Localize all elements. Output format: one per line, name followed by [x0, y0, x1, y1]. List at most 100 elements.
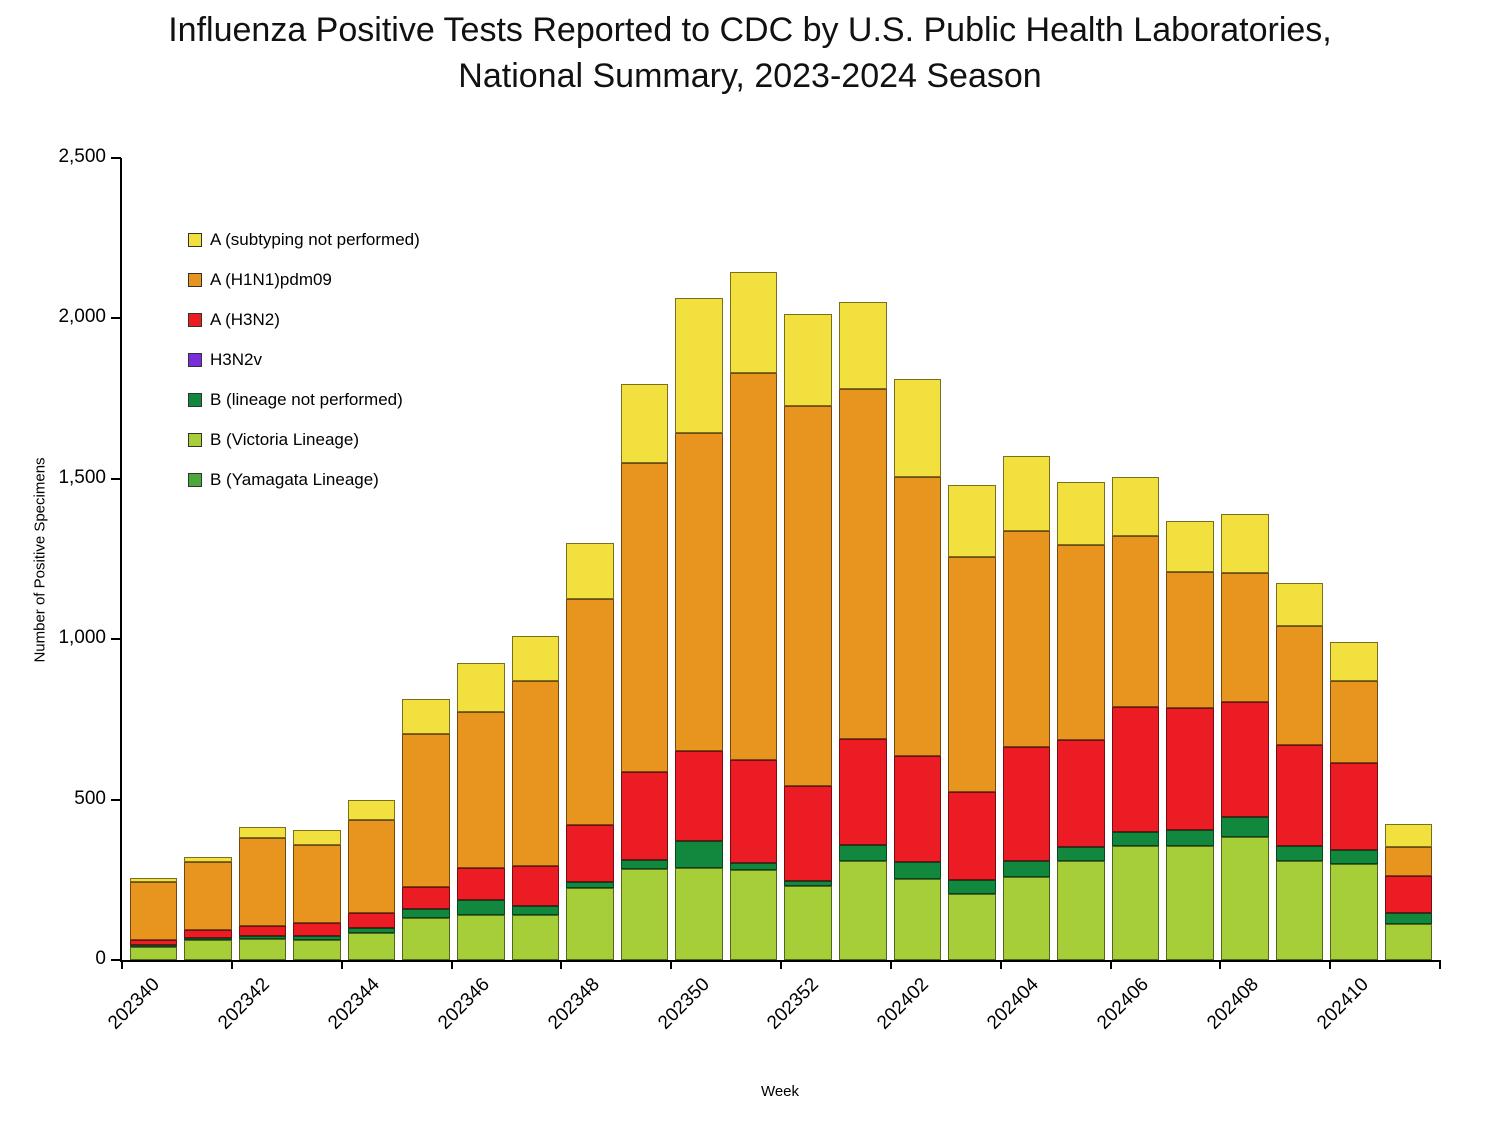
y-tick-mark [111, 157, 121, 159]
segment-a-h3n2 [456, 867, 505, 900]
bar-202402 [893, 158, 942, 960]
segment-a-h1n1 [1330, 680, 1378, 763]
segment-b-lineage-not-performed [566, 882, 614, 888]
bar-202349 [620, 158, 669, 960]
segment-a-h1n1 [456, 712, 505, 868]
y-tick-label: 1,000 [58, 627, 106, 649]
bar-202406 [1111, 158, 1160, 960]
x-tick-mark [450, 960, 453, 969]
segment-b-lineage-not-performed [238, 935, 287, 940]
segment-a-h3n2 [1275, 745, 1324, 847]
segment-b-lineage-not-performed [1384, 912, 1433, 924]
y-tick-mark [111, 317, 121, 320]
x-tick-label-202352: 202352 [763, 974, 824, 1034]
segment-a-h1n1 [566, 599, 614, 826]
x-tick-label-202342: 202342 [214, 974, 275, 1034]
chart-title-line2: National Summary, 2023-2024 Season [458, 56, 1042, 95]
segment-a-h1n1 [839, 389, 887, 740]
segment-a-h3n2 [1384, 875, 1433, 913]
legend-item-b-yamagata: B (Yamagata Lineage) [188, 460, 420, 500]
bar-202408 [1221, 158, 1269, 960]
segment-b-victoria [948, 894, 996, 960]
bar-202346 [456, 158, 505, 960]
segment-b-lineage-not-performed [1166, 830, 1215, 847]
segment-b-lineage-not-performed [1330, 849, 1378, 865]
x-tick-label-202408: 202408 [1202, 974, 1263, 1034]
bar-202342 [238, 158, 287, 960]
segment-a-h3n2 [1330, 762, 1378, 850]
segment-a-h3n2 [238, 925, 287, 936]
segment-a-subtyping-not-performed [293, 830, 341, 846]
y-tick-mark [111, 477, 121, 480]
x-tick-mark [999, 960, 1002, 969]
segment-b-victoria [129, 947, 178, 960]
segment-b-victoria [893, 879, 942, 960]
segment-a-h3n2 [1111, 706, 1160, 832]
legend-swatch-b-yamagata [188, 473, 202, 487]
bar-202345 [402, 158, 450, 960]
chart-title: Influenza Positive Tests Reported to CDC… [0, 8, 1500, 100]
segment-a-h1n1 [1111, 535, 1160, 707]
segment-b-lineage-not-performed [893, 861, 942, 880]
segment-a-subtyping-not-performed [893, 379, 942, 478]
segment-b-lineage-not-performed [347, 927, 396, 933]
segment-a-subtyping-not-performed [839, 302, 887, 389]
y-tick-label: 500 [74, 787, 106, 809]
segment-b-lineage-not-performed [675, 841, 723, 868]
bar-202401 [839, 158, 887, 960]
segment-a-subtyping-not-performed [456, 663, 505, 713]
segment-b-lineage-not-performed [293, 936, 341, 941]
x-tick-mark [1109, 960, 1112, 969]
segment-a-h1n1 [1221, 573, 1269, 702]
segment-a-h3n2 [675, 750, 723, 842]
bar-202411 [1384, 158, 1433, 960]
segment-a-h3n2 [620, 772, 669, 860]
segment-a-h1n1 [511, 680, 560, 867]
segment-a-h1n1 [347, 820, 396, 913]
segment-a-h3n2 [511, 866, 560, 907]
segment-a-subtyping-not-performed [129, 878, 178, 883]
segment-a-h1n1 [1002, 530, 1051, 748]
x-tick-label-202344: 202344 [324, 974, 384, 1034]
segment-a-subtyping-not-performed [675, 297, 723, 434]
x-tick-mark [560, 960, 563, 969]
x-tick-label-202404: 202404 [983, 974, 1043, 1034]
bar-202407 [1166, 158, 1215, 960]
segment-b-victoria [1330, 864, 1378, 960]
x-tick-mark [230, 960, 233, 969]
segment-a-subtyping-not-performed [1384, 823, 1433, 847]
legend-label: B (Yamagata Lineage) [210, 470, 379, 489]
segment-b-victoria [1384, 923, 1433, 960]
legend-label: B (Victoria Lineage) [210, 430, 359, 449]
segment-b-lineage-not-performed [456, 899, 505, 916]
bar-202409 [1275, 158, 1324, 960]
y-tick-label: 2,500 [58, 146, 106, 167]
y-tick-mark [111, 959, 121, 961]
segment-a-h3n2 [729, 759, 778, 864]
segment-b-lineage-not-performed [729, 863, 778, 871]
x-tick-label-202350: 202350 [653, 974, 714, 1034]
legend-swatch-a-h3n2 [188, 313, 202, 327]
segment-a-h1n1 [1166, 571, 1215, 709]
bar-202352 [784, 158, 833, 960]
segment-b-victoria [1111, 846, 1160, 960]
legend-item-a-subtyping-not-performed: A (subtyping not performed) [188, 220, 420, 260]
segment-a-h3n2 [784, 785, 833, 882]
legend-label: H3N2v [210, 350, 262, 369]
segment-b-lineage-not-performed [1221, 816, 1269, 837]
chart-title-line1: Influenza Positive Tests Reported to CDC… [168, 11, 1332, 49]
segment-b-victoria [238, 939, 287, 960]
x-tick-mark [780, 960, 782, 969]
legend-swatch-b-victoria [188, 433, 202, 447]
segment-a-h1n1 [1384, 846, 1433, 876]
bar-202410 [1330, 158, 1378, 960]
segment-b-lineage-not-performed [1002, 861, 1051, 878]
bar-202341 [184, 158, 232, 960]
segment-a-h1n1 [620, 462, 669, 773]
legend-swatch-a-subtyping-not-performed [188, 233, 202, 247]
segment-b-lineage-not-performed [1275, 846, 1324, 861]
segment-b-lineage-not-performed [402, 908, 450, 919]
legend-item-b-victoria: B (Victoria Lineage) [188, 420, 420, 460]
bar-202403 [948, 158, 996, 960]
x-tick-label-202340: 202340 [104, 974, 165, 1034]
